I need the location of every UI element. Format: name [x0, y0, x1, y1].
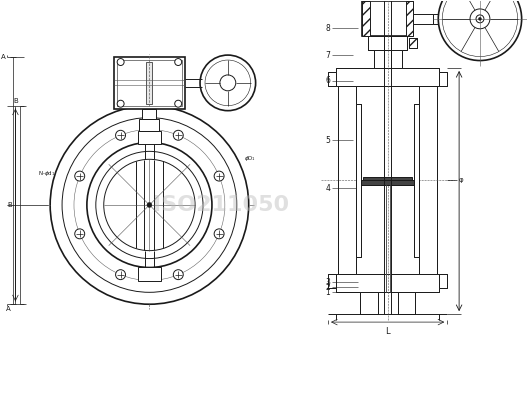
Bar	[360, 292, 378, 314]
Circle shape	[75, 229, 84, 239]
Bar	[439, 274, 447, 288]
Bar	[143, 109, 156, 119]
Bar	[410, 38, 418, 48]
Circle shape	[175, 100, 182, 107]
Bar	[406, 2, 413, 36]
Circle shape	[116, 130, 126, 140]
Bar	[336, 68, 439, 86]
Circle shape	[220, 75, 236, 91]
Bar	[439, 72, 447, 86]
Bar	[137, 268, 162, 281]
Bar	[328, 274, 336, 288]
Text: 8: 8	[325, 24, 330, 33]
Bar	[391, 50, 401, 68]
Bar	[419, 86, 437, 274]
Text: 6: 6	[325, 76, 330, 85]
Bar	[391, 36, 408, 50]
Bar	[368, 36, 384, 50]
Circle shape	[200, 55, 256, 111]
Text: $\phi$D$_1$: $\phi$D$_1$	[244, 154, 256, 163]
Bar	[398, 292, 416, 314]
Bar	[414, 104, 419, 256]
Circle shape	[442, 0, 517, 56]
Bar	[336, 68, 439, 86]
Circle shape	[478, 17, 482, 20]
Circle shape	[214, 229, 224, 239]
Bar	[117, 60, 182, 106]
Bar	[328, 72, 336, 86]
Text: L: L	[385, 327, 390, 336]
Bar	[360, 292, 378, 314]
Bar	[361, 180, 414, 185]
Bar	[338, 86, 356, 274]
Circle shape	[75, 171, 84, 181]
Circle shape	[476, 15, 484, 23]
Bar	[419, 86, 437, 274]
Circle shape	[173, 270, 183, 280]
Bar	[374, 50, 384, 68]
Circle shape	[87, 142, 212, 268]
Circle shape	[62, 118, 237, 292]
Circle shape	[438, 0, 522, 60]
Bar	[146, 62, 153, 104]
Text: 5: 5	[325, 136, 330, 145]
Bar	[374, 50, 384, 68]
Bar	[328, 274, 336, 288]
Circle shape	[214, 171, 224, 181]
Bar	[139, 119, 159, 130]
Bar	[398, 292, 416, 314]
Text: B: B	[8, 202, 13, 208]
Bar	[413, 14, 433, 24]
Circle shape	[147, 202, 152, 208]
Bar	[414, 104, 419, 256]
Text: ISO211050: ISO211050	[153, 195, 289, 215]
Bar	[328, 72, 336, 86]
Bar	[336, 274, 439, 292]
Circle shape	[173, 130, 183, 140]
Bar	[356, 104, 361, 256]
Text: 3: 3	[325, 278, 330, 287]
Circle shape	[175, 58, 182, 66]
Bar	[361, 180, 414, 185]
Circle shape	[74, 130, 225, 280]
Circle shape	[50, 106, 249, 304]
Bar	[398, 292, 416, 314]
Text: A: A	[1, 54, 5, 60]
Circle shape	[117, 58, 124, 66]
Circle shape	[104, 159, 195, 251]
Bar	[336, 274, 439, 292]
Circle shape	[96, 151, 203, 258]
Bar	[361, 180, 414, 185]
Text: A: A	[6, 306, 11, 312]
Bar	[391, 36, 408, 50]
Bar	[368, 36, 384, 50]
Bar	[114, 57, 185, 109]
Bar	[439, 72, 447, 86]
Bar	[363, 177, 412, 180]
Circle shape	[116, 270, 126, 280]
Circle shape	[205, 60, 251, 106]
Bar	[433, 14, 438, 24]
Circle shape	[117, 100, 124, 107]
Bar	[137, 130, 162, 144]
Bar	[360, 292, 378, 314]
Bar	[338, 86, 356, 274]
Bar	[362, 2, 370, 36]
Bar	[439, 274, 447, 288]
Text: φ: φ	[459, 177, 464, 183]
Text: 4: 4	[325, 184, 330, 192]
Circle shape	[470, 9, 490, 29]
Bar	[362, 2, 413, 36]
Text: N-$\phi$d$_1$: N-$\phi$d$_1$	[37, 169, 55, 178]
Bar	[356, 104, 361, 256]
Text: 2: 2	[325, 283, 330, 292]
Text: B: B	[14, 98, 18, 104]
Text: 7: 7	[325, 50, 330, 60]
Bar	[410, 38, 418, 48]
Text: 1: 1	[325, 288, 330, 297]
Bar	[391, 50, 401, 68]
